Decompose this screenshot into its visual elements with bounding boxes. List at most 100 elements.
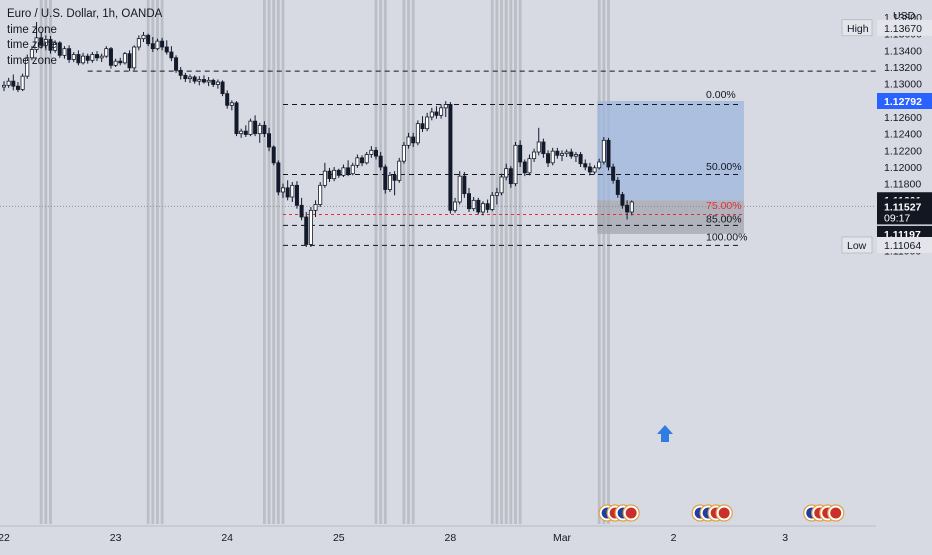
session-bands — [39, 0, 610, 524]
session-band — [602, 0, 606, 524]
candle-body — [276, 162, 281, 193]
price-axis-bg — [876, 0, 932, 550]
indicator-label[interactable]: time zone — [7, 23, 57, 36]
candle-body — [560, 153, 565, 156]
candle-body — [397, 160, 402, 181]
candle-body — [132, 46, 137, 69]
position-stop-zone[interactable] — [597, 200, 744, 234]
event-icons[interactable] — [598, 504, 845, 522]
candle-body — [439, 107, 444, 116]
session-band — [597, 0, 601, 524]
session-band — [156, 0, 159, 524]
candle-body — [15, 85, 20, 90]
price-badge[interactable] — [877, 236, 932, 253]
price-badge[interactable] — [877, 19, 932, 36]
candle-body — [67, 48, 72, 60]
candle-body — [267, 133, 272, 148]
position-box[interactable] — [597, 100, 744, 234]
fib-level-label: 75.00% — [706, 200, 742, 212]
candle-body — [308, 209, 313, 245]
price-badge-value: 1.11527 — [884, 201, 922, 213]
fib-labels: 0.00% 50.00% 75.00%85.00% 100.00% — [706, 89, 747, 243]
position-target-zone[interactable] — [597, 100, 744, 201]
candle-body — [466, 193, 471, 210]
price-badge-value: 1.11064 — [884, 240, 921, 252]
price-tick-label: 1.12200 — [884, 145, 922, 157]
candle-body — [239, 130, 244, 135]
candle-body — [192, 76, 197, 82]
candle-body — [271, 146, 276, 164]
candle-body — [294, 184, 299, 206]
candle-body — [164, 46, 169, 53]
price-label-tag[interactable] — [841, 236, 873, 254]
symbol-title[interactable]: Euro / U.S. Dollar, 1h, OANDA — [7, 8, 163, 20]
candle-body — [11, 80, 16, 87]
candle-body — [25, 57, 30, 77]
candle-body — [2, 84, 7, 88]
price-label-tag[interactable] — [841, 19, 873, 37]
candle-body — [480, 203, 485, 213]
candle-body — [220, 81, 225, 95]
candle-body — [206, 79, 211, 83]
session-band — [281, 0, 285, 524]
candle-body — [85, 55, 90, 61]
price-badge[interactable] — [877, 198, 932, 225]
session-band — [509, 0, 513, 524]
indicator-label[interactable]: time zone — [7, 39, 57, 51]
chart-legend: Euro / U.S. Dollar, 1h, OANDA time zone … — [7, 7, 162, 69]
candle-body — [625, 204, 630, 213]
candle-body — [387, 174, 392, 190]
candle-body — [541, 141, 546, 155]
arrow-up-icon[interactable] — [657, 425, 673, 442]
candle-body — [243, 130, 248, 135]
time-axis[interactable]: 22 23 24 25 28 Mar 2 3 — [0, 525, 876, 550]
session-band — [39, 0, 43, 524]
candle-body — [425, 116, 430, 130]
candle-body — [118, 60, 123, 64]
session-band — [267, 0, 271, 524]
candle-body — [406, 136, 411, 146]
candle-body — [304, 216, 309, 245]
candle-body — [522, 161, 527, 174]
session-band — [276, 0, 280, 524]
price-tick-label: 1.12000 — [884, 162, 922, 174]
candles — [2, 21, 634, 247]
candle-body — [248, 120, 253, 135]
time-axis-bg — [0, 526, 876, 550]
indicator-label[interactable]: time zone — [7, 54, 57, 67]
candle-body — [299, 204, 304, 218]
session-band — [49, 0, 52, 524]
candle-body — [550, 150, 555, 164]
candle-body — [215, 81, 220, 85]
candle-body — [57, 42, 62, 56]
candle-body — [346, 167, 351, 175]
price-axis[interactable]: USD1.138001.136001.134001.132001.130001.… — [841, 0, 932, 550]
price-tick-label: 1.12400 — [884, 129, 922, 141]
candle-body — [336, 169, 341, 176]
price-badge[interactable] — [877, 92, 932, 109]
candle-body — [262, 124, 267, 135]
candle-body — [71, 54, 76, 60]
candle-body — [462, 175, 467, 195]
candle-body — [108, 48, 113, 66]
session-band — [160, 0, 164, 524]
candle-body — [122, 53, 127, 64]
candle-body — [290, 184, 295, 198]
candle-body — [569, 151, 574, 157]
candle-body — [499, 176, 504, 194]
candle-body — [313, 204, 318, 211]
fib-level-label: 0.00% — [706, 89, 736, 101]
horizontal-lines[interactable] — [0, 70, 876, 246]
price-tick-label: 1.12600 — [884, 112, 922, 124]
candle-body — [601, 139, 606, 163]
candle-body — [53, 42, 58, 51]
session-band — [151, 0, 155, 524]
session-band — [504, 0, 508, 524]
candle-body — [355, 157, 360, 166]
arrow-marker[interactable] — [657, 425, 673, 442]
candle-body — [592, 167, 597, 173]
candle-body — [178, 69, 183, 76]
candle-body — [318, 184, 323, 205]
